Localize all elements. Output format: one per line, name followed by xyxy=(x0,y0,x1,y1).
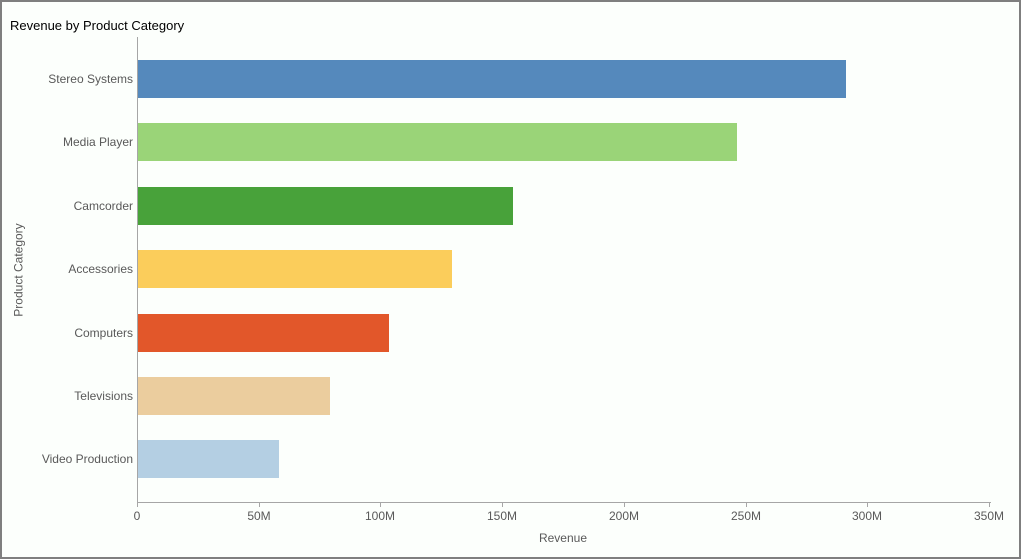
x-axis-tick xyxy=(137,502,138,507)
x-axis-tick-label: 0 xyxy=(133,509,141,523)
x-axis-tick-label: 50M xyxy=(247,509,271,523)
category-label: Televisions xyxy=(74,389,133,403)
bar-computers[interactable] xyxy=(138,314,389,352)
x-axis-tick xyxy=(867,502,868,507)
category-label: Video Production xyxy=(41,452,133,466)
x-axis-tick-label: 100M xyxy=(364,509,396,523)
x-axis-line xyxy=(137,502,991,503)
x-axis-tick xyxy=(624,502,625,507)
x-axis-tick-label: 350M xyxy=(973,509,1005,523)
x-axis-tick xyxy=(259,502,260,507)
category-label: Accessories xyxy=(68,262,133,276)
bar-accessories[interactable] xyxy=(138,250,452,288)
x-axis-tick-label: 200M xyxy=(608,509,640,523)
bar-televisions[interactable] xyxy=(138,377,330,415)
x-axis-tick xyxy=(989,502,990,507)
chart-title: Revenue by Product Category xyxy=(10,18,185,33)
y-axis-line xyxy=(137,37,138,502)
x-axis-tick-label: 300M xyxy=(851,509,883,523)
bar-camcorder[interactable] xyxy=(138,187,513,225)
bar-stereo-systems[interactable] xyxy=(138,60,846,98)
bar-media-player[interactable] xyxy=(138,123,737,161)
category-label: Camcorder xyxy=(73,199,133,213)
x-axis-tick-label: 250M xyxy=(730,509,762,523)
y-axis-title: Product Category xyxy=(11,223,26,317)
x-axis-title: Revenue xyxy=(538,531,588,545)
x-axis-tick xyxy=(746,502,747,507)
x-axis-tick-label: 150M xyxy=(486,509,518,523)
bar-video-production[interactable] xyxy=(138,440,279,478)
category-label: Computers xyxy=(74,326,133,340)
category-label: Media Player xyxy=(62,135,133,149)
category-label: Stereo Systems xyxy=(48,72,133,86)
x-axis-tick xyxy=(502,502,503,507)
x-axis-tick xyxy=(380,502,381,507)
